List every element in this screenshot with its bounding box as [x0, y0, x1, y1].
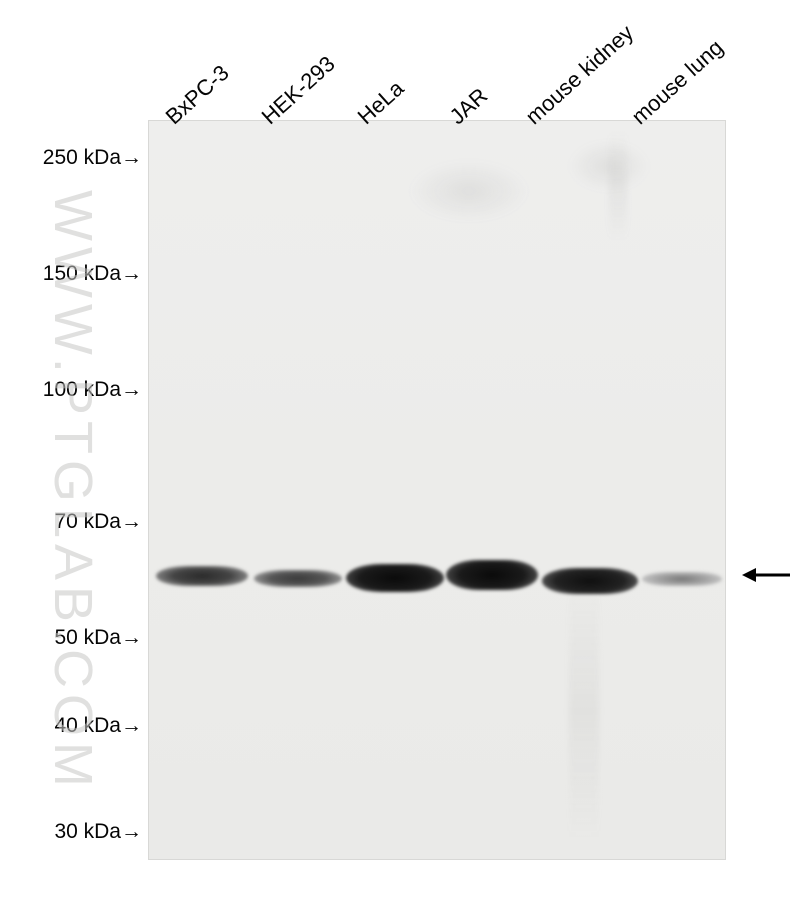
band-lane-5	[542, 568, 638, 594]
lane-label-2: HEK-293	[257, 51, 341, 130]
band-lane-2	[254, 570, 342, 587]
band-lane-1	[156, 566, 248, 586]
lane-label-5: mouse kidney	[521, 20, 639, 130]
mw-marker-250: 250 kDa→	[12, 146, 142, 170]
film-smudge	[409, 161, 529, 221]
mw-marker-50: 50 kDa→	[12, 626, 142, 650]
band-lane-6	[642, 572, 722, 586]
blot-membrane	[148, 120, 726, 860]
mw-marker-150: 150 kDa→	[12, 262, 142, 286]
film-streak	[569, 581, 599, 841]
mw-marker-70: 70 kDa→	[12, 510, 142, 534]
mw-marker-40: 40 kDa→	[12, 714, 142, 738]
blot-figure: WWW.PTGLAB.COM 250 kDa→ 150 kDa→ 100 kDa…	[0, 0, 800, 903]
band-lane-3	[346, 564, 444, 592]
lane-label-6: mouse lung	[627, 35, 729, 130]
target-band-arrow-icon	[740, 562, 792, 594]
mw-marker-100: 100 kDa→	[12, 378, 142, 402]
film-streak	[609, 131, 627, 241]
mw-marker-30: 30 kDa→	[12, 820, 142, 844]
band-lane-4	[446, 560, 538, 590]
